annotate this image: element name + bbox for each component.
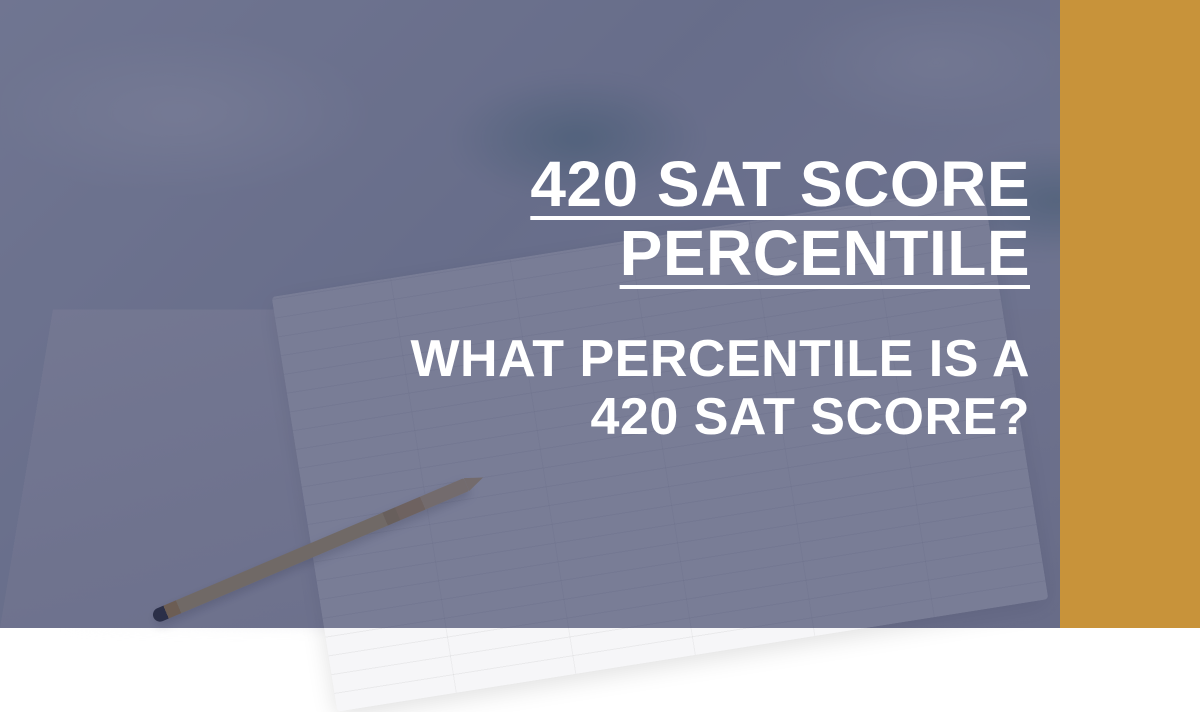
subtitle-line-2: 420 SAT SCORE?: [591, 388, 1030, 446]
subtitle-line-1: WHAT PERCENTILE IS A: [410, 330, 1030, 388]
accent-bar: [1060, 0, 1200, 628]
title-line-2: PERCENTILE: [620, 217, 1030, 289]
title-line-1: 420 SAT SCORE: [530, 148, 1030, 220]
hero-text: 420 SAT SCORE PERCENTILE WHAT PERCENTILE…: [250, 150, 1030, 447]
hero-subtitle: WHAT PERCENTILE IS A 420 SAT SCORE?: [250, 330, 1030, 446]
hero-title: 420 SAT SCORE PERCENTILE: [250, 150, 1030, 288]
